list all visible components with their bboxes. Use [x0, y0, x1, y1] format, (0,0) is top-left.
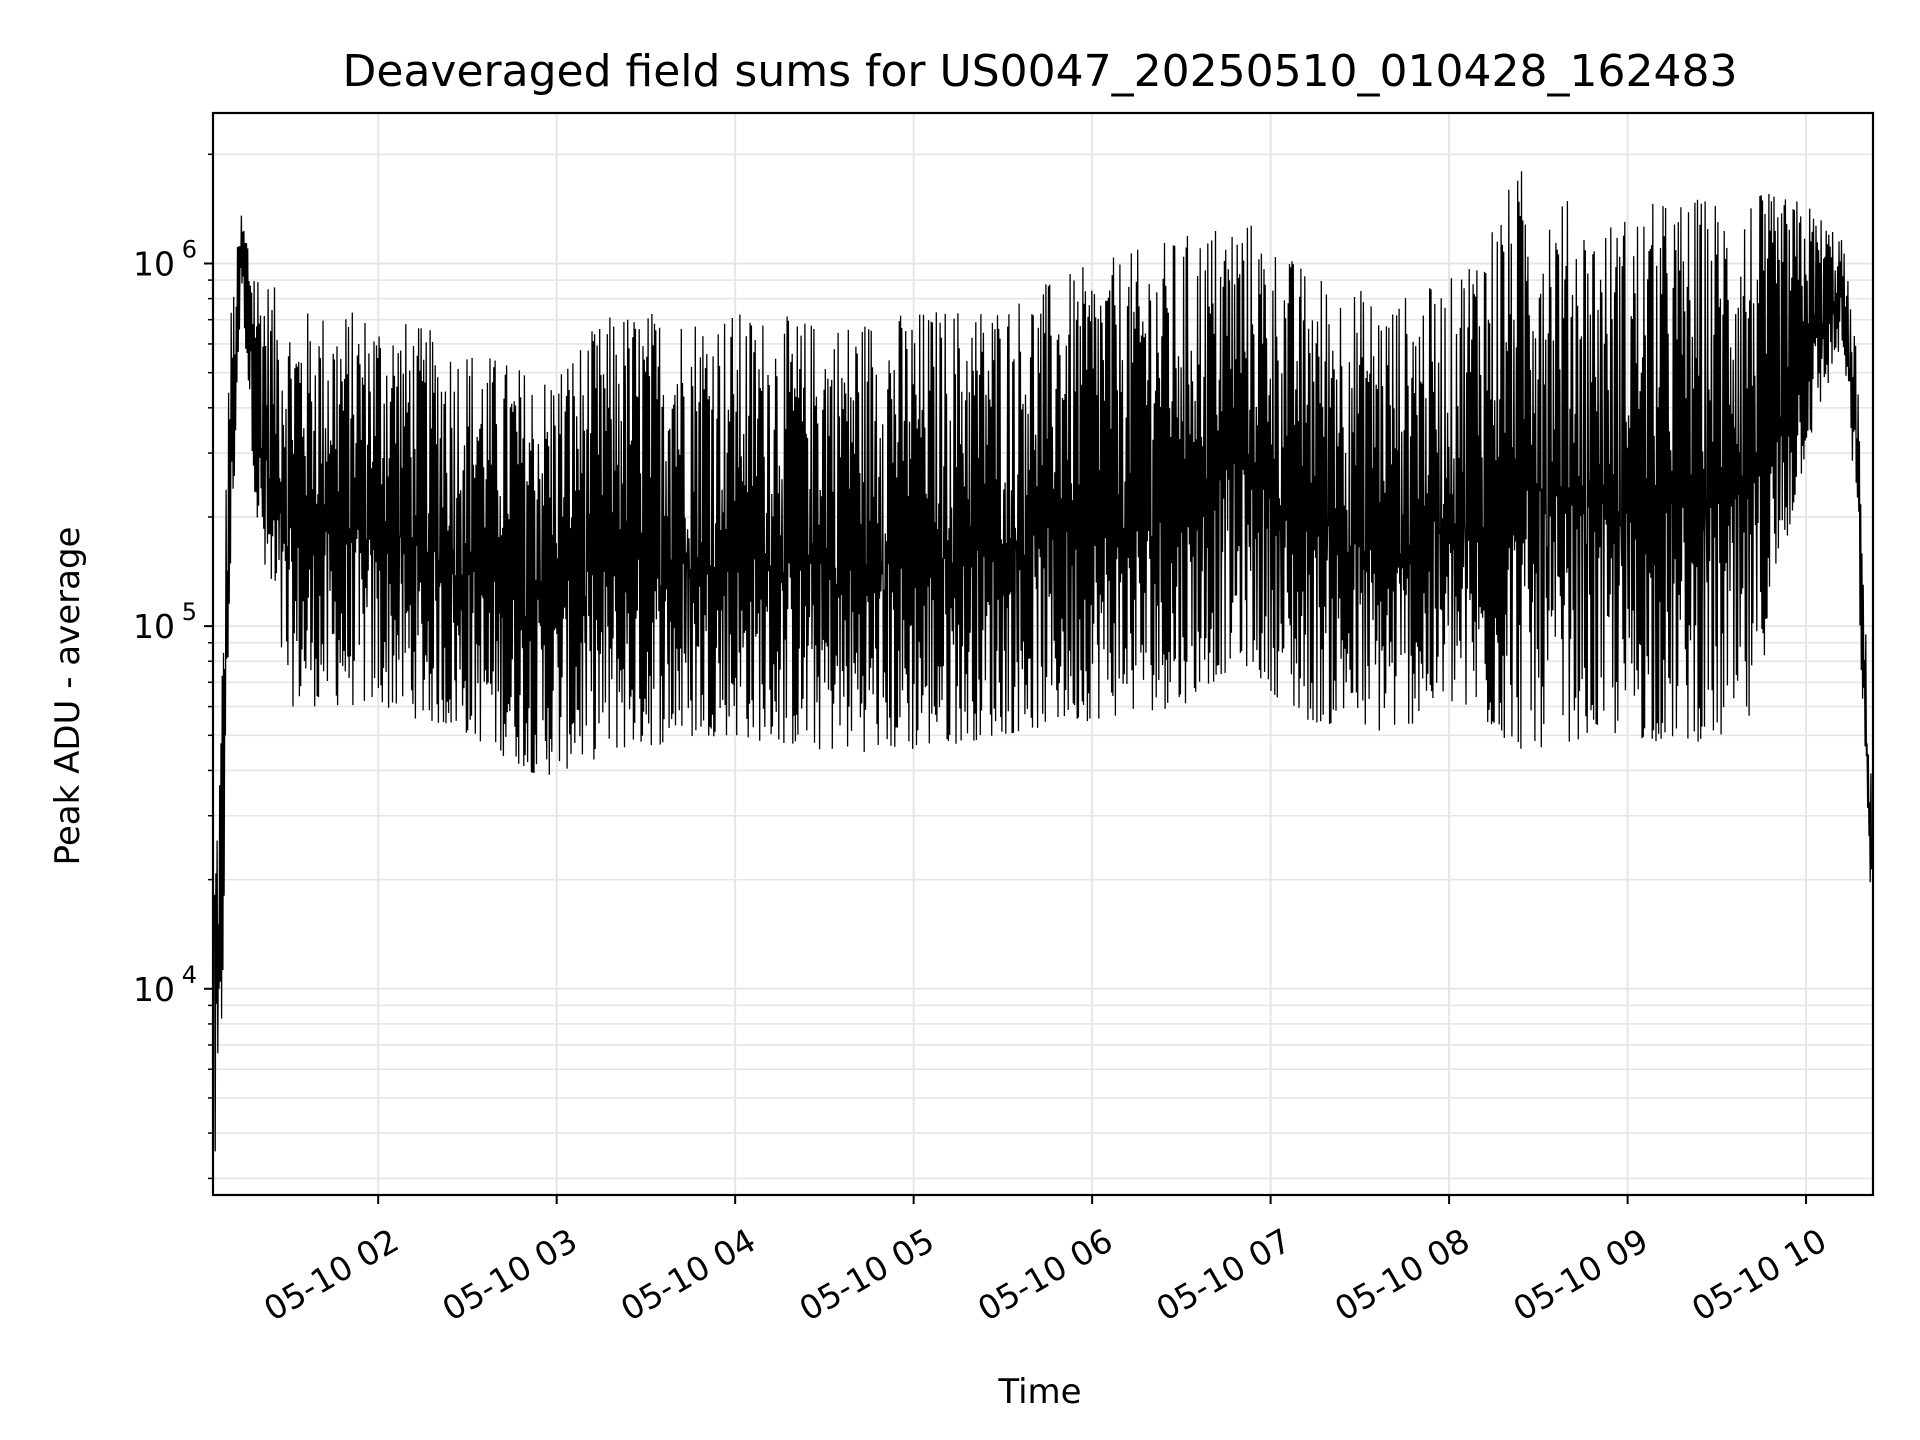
chart-title: Deaveraged field sums for US0047_2025051… — [343, 46, 1738, 97]
y-tick-label: 10 — [133, 607, 175, 646]
x-axis-label: Time — [997, 1372, 1081, 1412]
plot-area — [211, 111, 1875, 1197]
y-tick-label: 10 — [133, 244, 175, 283]
y-tick-exponent: 5 — [182, 598, 197, 626]
axes-frame — [211, 111, 1875, 1197]
y-axis-label: Peak ADU - average — [48, 527, 88, 866]
y-tick-label: 10 — [133, 970, 175, 1009]
y-tick-exponent: 4 — [182, 961, 197, 989]
series-line — [213, 171, 1873, 1152]
y-tick-exponent: 6 — [182, 235, 197, 263]
